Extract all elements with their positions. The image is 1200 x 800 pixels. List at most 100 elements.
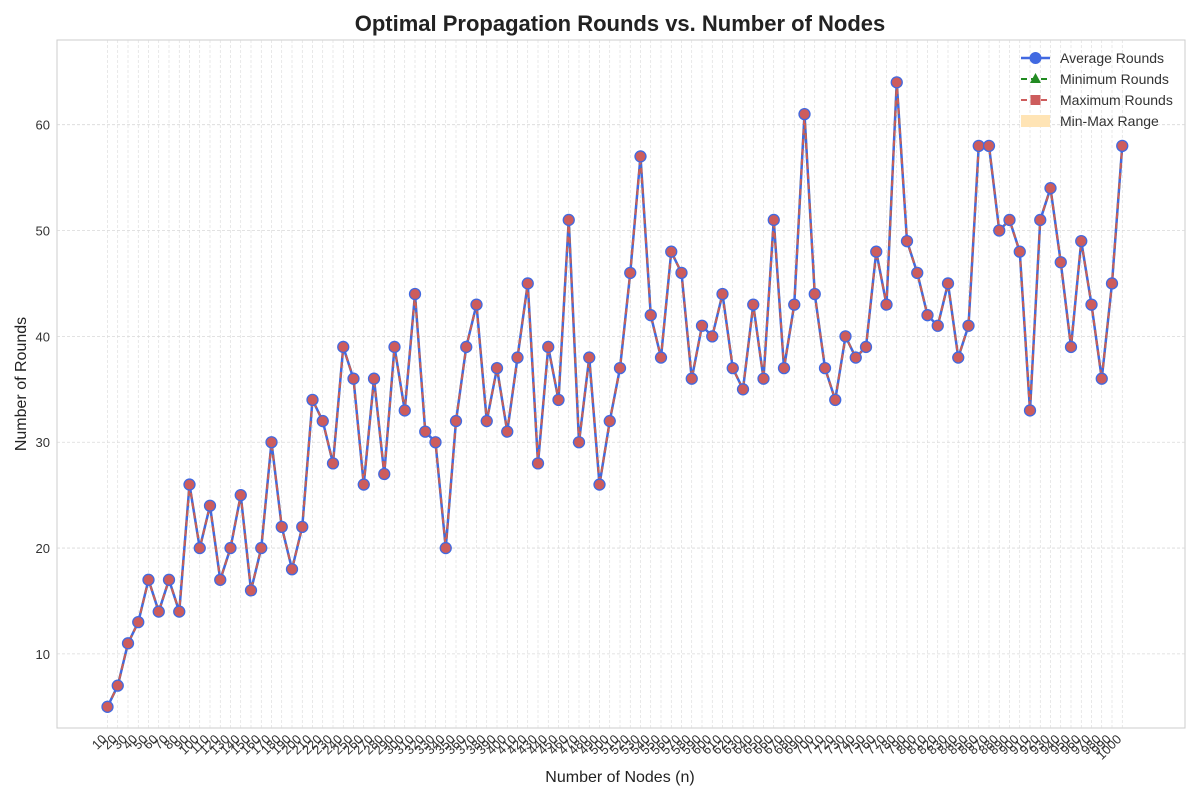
data-point bbox=[644, 309, 657, 322]
data-point bbox=[111, 679, 124, 692]
data-point bbox=[552, 393, 565, 407]
data-point bbox=[808, 287, 821, 301]
y-axis-label: Number of Rounds bbox=[13, 317, 30, 451]
data-point bbox=[1003, 213, 1016, 227]
data-point bbox=[1095, 372, 1108, 385]
x-tick-labels: 1020304050607080901001101201301401501601… bbox=[89, 732, 1125, 763]
data-point bbox=[706, 330, 719, 343]
legend-range-swatch bbox=[1021, 115, 1050, 127]
data-point bbox=[429, 436, 442, 449]
data-point bbox=[378, 467, 391, 481]
data-point bbox=[972, 139, 985, 152]
data-point bbox=[1085, 298, 1098, 311]
data-point bbox=[839, 330, 852, 343]
data-point bbox=[501, 425, 514, 438]
y-tick-label: 60 bbox=[36, 118, 50, 133]
data-point bbox=[244, 584, 258, 597]
data-point bbox=[982, 139, 996, 152]
data-point bbox=[962, 319, 975, 332]
data-point bbox=[542, 340, 555, 354]
y-tick-label: 30 bbox=[36, 435, 50, 450]
data-point bbox=[736, 383, 750, 396]
data-point bbox=[890, 76, 903, 89]
data-point bbox=[900, 234, 914, 248]
data-point bbox=[1044, 182, 1057, 195]
data-point bbox=[798, 107, 811, 121]
data-point bbox=[132, 616, 145, 629]
data-point bbox=[767, 213, 780, 227]
legend-average-label: Average Rounds bbox=[1060, 50, 1164, 66]
data-point bbox=[941, 277, 955, 290]
data-point bbox=[993, 224, 1006, 237]
data-point bbox=[685, 372, 698, 385]
data-point bbox=[398, 404, 411, 417]
data-point bbox=[849, 351, 862, 364]
data-point bbox=[439, 541, 452, 555]
data-point bbox=[367, 372, 381, 385]
data-point bbox=[326, 457, 340, 470]
data-point bbox=[665, 245, 678, 258]
legend-maximum-marker bbox=[1030, 95, 1041, 105]
y-tick-label: 40 bbox=[36, 329, 50, 344]
data-point bbox=[121, 637, 135, 650]
legend-minimum-marker bbox=[1030, 73, 1041, 83]
data-point bbox=[480, 414, 493, 428]
y-tick-label: 20 bbox=[36, 541, 50, 556]
data-point bbox=[788, 298, 801, 311]
plot-area bbox=[56, 39, 1186, 729]
chart-title: Optimal Propagation Rounds vs. Number of… bbox=[355, 11, 886, 36]
data-point bbox=[316, 414, 329, 428]
data-point bbox=[603, 414, 616, 428]
data-point bbox=[1064, 340, 1078, 354]
data-point bbox=[829, 393, 842, 407]
data-point bbox=[388, 340, 401, 354]
data-point bbox=[265, 436, 278, 449]
data-point bbox=[234, 488, 247, 502]
y-tick-labels: 10 20 30 40 50 60 bbox=[36, 118, 50, 662]
data-point bbox=[511, 351, 524, 364]
x-axis-label: Number of Nodes (n) bbox=[545, 769, 694, 786]
legend-minimum-label: Minimum Rounds bbox=[1060, 71, 1169, 87]
data-point bbox=[183, 478, 196, 491]
legend: Average Rounds Minimum Rounds Maximum Ro… bbox=[1021, 50, 1173, 129]
data-point bbox=[859, 340, 873, 354]
data-point bbox=[593, 478, 606, 491]
data-point bbox=[613, 361, 627, 375]
data-point bbox=[880, 298, 893, 311]
data-point bbox=[757, 372, 770, 385]
legend-maximum-label: Maximum Rounds bbox=[1060, 92, 1173, 108]
data-point bbox=[818, 361, 832, 375]
legend-item-average: Average Rounds bbox=[1021, 50, 1164, 66]
data-point bbox=[624, 266, 637, 280]
data-point bbox=[193, 541, 206, 555]
data-point bbox=[583, 351, 596, 364]
data-point bbox=[152, 605, 165, 618]
data-point bbox=[408, 287, 422, 301]
data-point bbox=[285, 563, 299, 576]
data-point bbox=[490, 361, 504, 375]
data-point bbox=[296, 520, 309, 534]
data-point bbox=[921, 309, 934, 322]
data-point bbox=[695, 319, 709, 332]
data-point bbox=[562, 213, 575, 227]
data-point bbox=[214, 573, 227, 586]
data-point bbox=[1023, 404, 1037, 417]
data-point bbox=[911, 266, 924, 280]
data-point bbox=[1075, 234, 1088, 248]
data-point bbox=[1054, 256, 1067, 269]
data-point bbox=[726, 361, 739, 375]
data-point bbox=[1105, 277, 1119, 290]
data-point bbox=[460, 340, 473, 354]
data-series bbox=[101, 76, 1129, 713]
data-point bbox=[634, 150, 647, 163]
data-point bbox=[203, 499, 217, 512]
maximum-line bbox=[106, 81, 1124, 708]
y-tick-label: 50 bbox=[36, 224, 50, 239]
data-point bbox=[777, 361, 791, 375]
data-point bbox=[931, 319, 944, 332]
data-point bbox=[654, 351, 668, 364]
data-point bbox=[142, 573, 155, 586]
data-point bbox=[716, 287, 729, 301]
data-point bbox=[531, 457, 545, 470]
